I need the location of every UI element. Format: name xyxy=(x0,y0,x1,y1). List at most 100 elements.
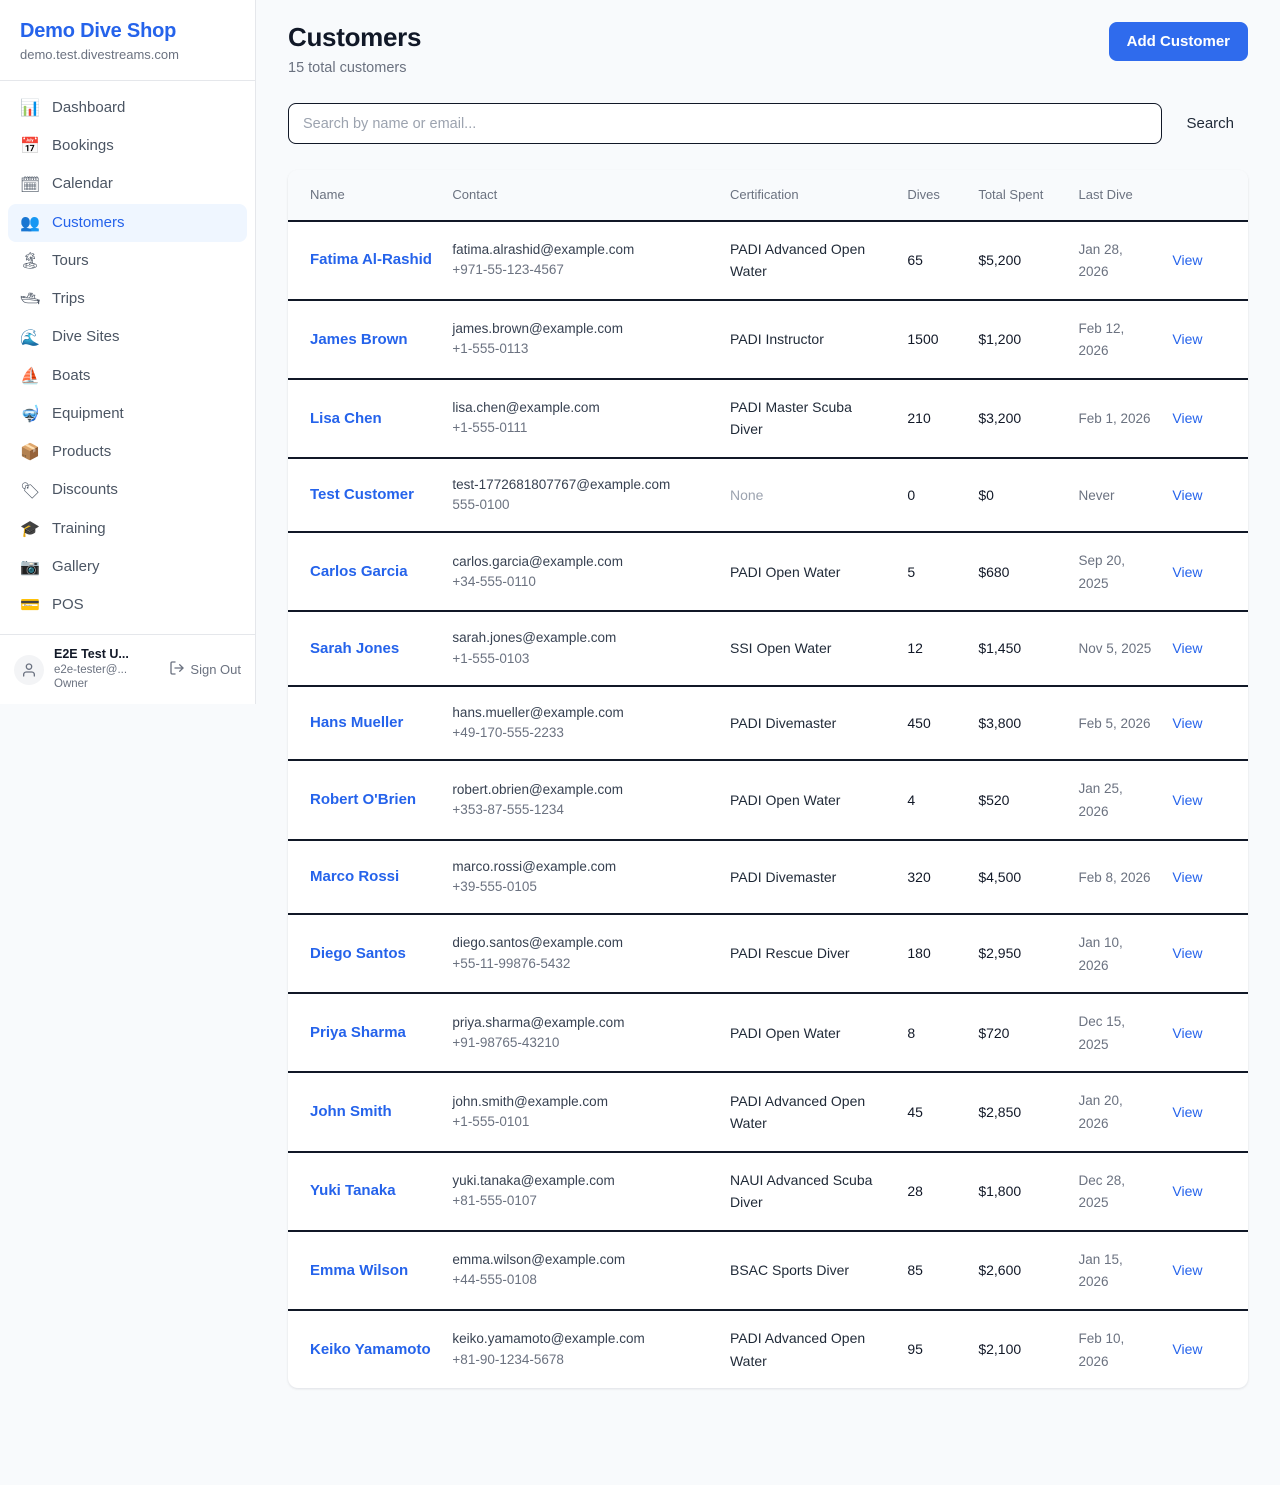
sidebar-item-pos[interactable]: 💳 POS xyxy=(8,586,247,624)
cell-dives: 320 xyxy=(897,839,969,916)
certification-value: PADI Open Water xyxy=(729,1024,841,1041)
sidebar-item-products[interactable]: 📦 Products xyxy=(8,433,247,471)
cell-total-spent: $720 xyxy=(968,993,1069,1074)
view-link[interactable]: View xyxy=(1172,640,1203,657)
cell-dives: 95 xyxy=(897,1310,968,1388)
total-spent-value: $1,200 xyxy=(978,331,1022,348)
customer-phone: +44-555-0108 xyxy=(452,1272,537,1288)
cell-name: Marco Rossi xyxy=(288,839,443,916)
customer-name-link[interactable]: Hans Mueller xyxy=(310,714,404,732)
cell-last-dive: Sep 20, 2025 xyxy=(1068,532,1163,613)
last-dive-date: Jan 10, 2026 xyxy=(1078,935,1123,973)
package-icon: 📦 xyxy=(20,442,40,462)
sidebar-item-bookings[interactable]: 📅 Bookings xyxy=(8,127,247,165)
customer-name-link[interactable]: Sarah Jones xyxy=(310,639,400,657)
customer-name-link[interactable]: Priya Sharma xyxy=(310,1024,406,1042)
customer-name-link[interactable]: Diego Santos xyxy=(310,944,406,962)
sign-out-button[interactable]: Sign Out xyxy=(169,660,241,679)
cell-certification: None xyxy=(719,457,898,534)
customer-phone: +971-55-123-4567 xyxy=(452,262,564,278)
sidebar-item-equipment[interactable]: 🤿 Equipment xyxy=(8,395,247,433)
cell-dives: 450 xyxy=(897,685,969,762)
sidebar-item-trips[interactable]: 🛥 Trips xyxy=(8,280,247,318)
view-link[interactable]: View xyxy=(1172,251,1203,268)
total-spent-value: $680 xyxy=(978,563,1010,580)
cell-actions: View xyxy=(1162,1072,1248,1153)
sidebar-item-dashboard[interactable]: 📊 Dashboard xyxy=(8,89,247,127)
cell-actions: View xyxy=(1162,457,1248,534)
cell-actions: View xyxy=(1162,1310,1248,1388)
customer-name-link[interactable]: John Smith xyxy=(310,1103,392,1121)
customer-name-link[interactable]: Keiko Yamamoto xyxy=(310,1340,431,1358)
sidebar-item-dive-sites[interactable]: 🌊 Dive Sites xyxy=(8,318,247,356)
cell-last-dive: Jan 25, 2026 xyxy=(1068,760,1163,841)
cell-contact: john.smith@example.com +1-555-0101 xyxy=(442,1072,720,1153)
view-link[interactable]: View xyxy=(1172,486,1203,503)
view-link[interactable]: View xyxy=(1172,1103,1203,1120)
cell-total-spent: $2,950 xyxy=(968,914,1069,995)
customer-name-link[interactable]: Marco Rossi xyxy=(310,868,400,886)
certification-value: PADI Open Water xyxy=(729,791,841,808)
view-link[interactable]: View xyxy=(1172,945,1203,962)
customer-name-link[interactable]: Robert O'Brien xyxy=(310,791,417,809)
brand-title: Demo Dive Shop xyxy=(20,20,177,42)
diving-mask-icon: 🤿 xyxy=(20,404,40,424)
sidebar-item-tours[interactable]: 🏝 Tours xyxy=(8,242,247,280)
table-row: Keiko Yamamoto keiko.yamamoto@example.com… xyxy=(288,1310,1248,1388)
view-link[interactable]: View xyxy=(1172,791,1203,808)
customer-name-link[interactable]: Test Customer xyxy=(310,486,414,504)
view-link[interactable]: View xyxy=(1172,1183,1203,1200)
total-spent-value: $2,950 xyxy=(978,945,1022,962)
search-input[interactable] xyxy=(288,103,1163,144)
customer-name-link[interactable]: Emma Wilson xyxy=(310,1261,409,1279)
cell-dives: 0 xyxy=(897,457,969,534)
customer-email: carlos.garcia@example.com xyxy=(452,553,623,569)
sidebar-item-gallery[interactable]: 📷 Gallery xyxy=(8,548,247,586)
cell-dives: 8 xyxy=(897,993,969,1074)
add-customer-button[interactable]: Add Customer xyxy=(1108,22,1248,61)
customers-table-card: Name Contact Certification Dives Total S… xyxy=(288,170,1248,1389)
cell-certification: NAUI Advanced Scuba Diver xyxy=(719,1151,898,1232)
sidebar-item-training[interactable]: 🎓 Training xyxy=(8,510,247,548)
user-email: e2e-tester@... xyxy=(54,664,128,677)
view-link[interactable]: View xyxy=(1172,410,1203,427)
column-header-contact: Contact xyxy=(442,170,720,222)
table-row: Carlos Garcia carlos.garcia@example.com +3… xyxy=(288,532,1248,613)
sidebar-item-boats[interactable]: ⛵ Boats xyxy=(8,357,247,395)
view-link[interactable]: View xyxy=(1172,1024,1203,1041)
sidebar-item-customers[interactable]: 👥 Customers xyxy=(8,203,247,242)
customer-email: john.smith@example.com xyxy=(452,1093,608,1109)
cell-last-dive: Never xyxy=(1068,457,1163,534)
customer-name-link[interactable]: Lisa Chen xyxy=(310,409,382,427)
cell-last-dive: Feb 10, 2026 xyxy=(1069,1310,1163,1388)
sign-out-icon xyxy=(169,660,185,679)
cell-total-spent: $1,450 xyxy=(968,611,1069,687)
dives-count: 65 xyxy=(907,251,923,268)
sign-out-label: Sign Out xyxy=(190,662,241,678)
customer-name-link[interactable]: James Brown xyxy=(310,330,408,348)
customer-name-link[interactable]: Fatima Al-Rashid xyxy=(310,251,432,269)
view-link[interactable]: View xyxy=(1172,331,1203,348)
wave-icon: 🌊 xyxy=(20,327,40,347)
last-dive-date: Jan 15, 2026 xyxy=(1078,1251,1123,1290)
cell-last-dive: Dec 28, 2025 xyxy=(1068,1151,1163,1232)
customer-name-link[interactable]: Yuki Tanaka xyxy=(310,1182,396,1200)
sidebar-item-label: Dive Sites xyxy=(52,328,120,346)
cell-contact: priya.sharma@example.com +91-98765-43210 xyxy=(442,993,720,1074)
certification-value: BSAC Sports Diver xyxy=(729,1262,850,1279)
view-link[interactable]: View xyxy=(1172,1341,1203,1358)
view-link[interactable]: View xyxy=(1172,1262,1203,1279)
table-row: Sarah Jones sarah.jones@example.com +1-555… xyxy=(288,611,1248,687)
sidebar-item-label: Trips xyxy=(52,290,85,308)
view-link[interactable]: View xyxy=(1172,868,1203,885)
search-button[interactable]: Search xyxy=(1172,107,1248,140)
customer-email: priya.sharma@example.com xyxy=(452,1014,625,1030)
island-icon: 🏝 xyxy=(20,251,41,271)
view-link[interactable]: View xyxy=(1172,563,1203,580)
customer-name-link[interactable]: Carlos Garcia xyxy=(310,563,408,581)
sidebar-item-discounts[interactable]: 🏷 Discounts xyxy=(8,471,247,509)
cell-total-spent: $520 xyxy=(968,760,1069,841)
sidebar-item-calendar[interactable]: 🗓 Calendar xyxy=(8,165,247,203)
view-link[interactable]: View xyxy=(1172,714,1203,731)
